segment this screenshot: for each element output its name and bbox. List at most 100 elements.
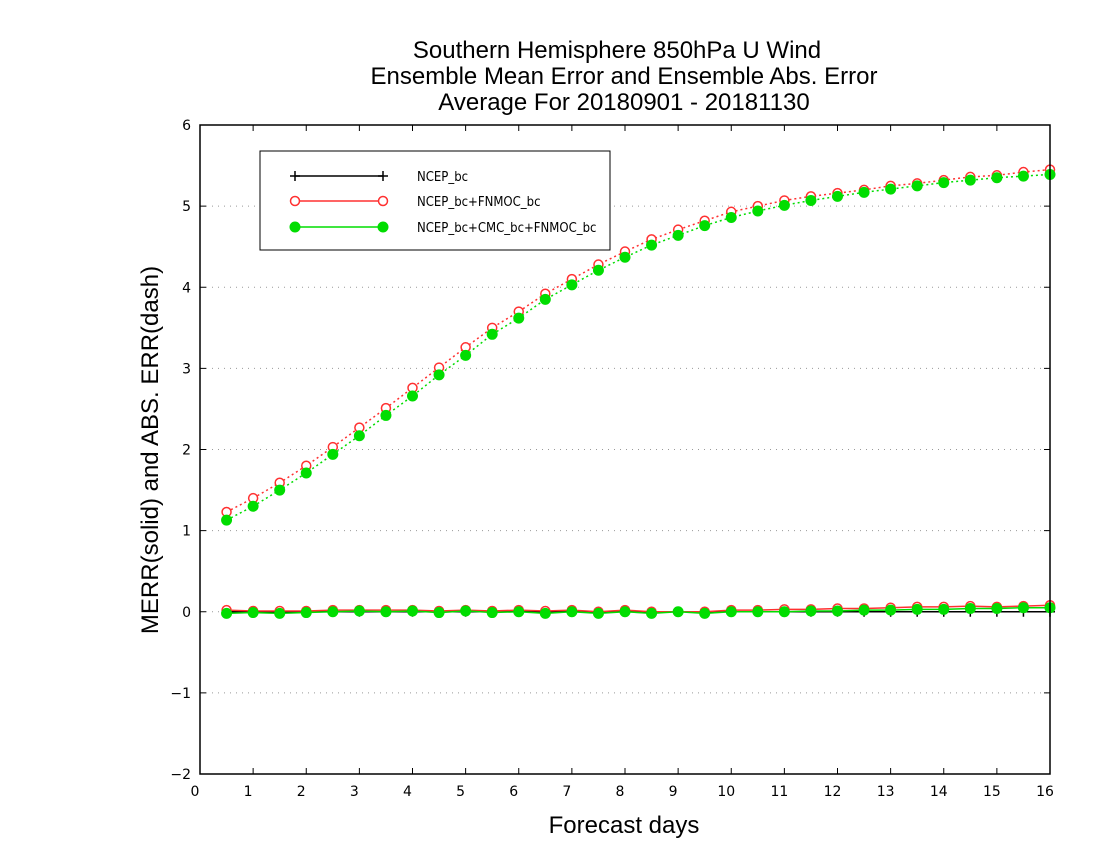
series-merr-point (938, 603, 950, 615)
series-abs-point (619, 251, 631, 263)
series-abs-point (247, 500, 259, 512)
series-merr-point (858, 604, 870, 616)
series-merr-point (592, 607, 604, 619)
series-merr-point (566, 606, 578, 618)
x-tick-label: 4 (403, 784, 412, 800)
legend-entry: NCEP_bc+CMC_bc+FNMOC_bc (289, 221, 596, 236)
series-merr-point (407, 605, 418, 617)
series-abs-point (1017, 170, 1029, 182)
chart-title: Southern Hemisphere 850hPa U Wind Ensemb… (371, 37, 878, 116)
series-abs-point (911, 180, 923, 192)
series-abs-point (938, 177, 950, 189)
series-abs-point (566, 279, 578, 291)
series-merr-point (778, 606, 790, 618)
series-merr-point (964, 603, 976, 615)
y-axis-label: MERR(solid) and ABS. ERR(dash) (137, 266, 164, 634)
series-abs-point (646, 239, 658, 251)
y-tick-label: 2 (182, 443, 191, 459)
series-abs-point (752, 205, 764, 217)
legend-marker (289, 221, 301, 233)
series-abs-point (433, 369, 445, 381)
x-tick-label: 12 (824, 784, 842, 800)
series-merr-point (539, 607, 551, 619)
x-tick-label: 5 (456, 784, 465, 800)
series-abs-point (832, 190, 843, 202)
legend-label: NCEP_bc+FNMOC_bc (417, 195, 541, 210)
legend-label: NCEP_bc (417, 170, 468, 185)
series-abs-point (805, 194, 817, 206)
series-merr-point (274, 607, 286, 619)
series-merr-point (832, 605, 843, 617)
series-merr-point (885, 604, 897, 616)
legend-marker (290, 171, 300, 181)
y-tick-label: 4 (182, 280, 191, 296)
chart-title-line-2: Ensemble Mean Error and Ensemble Abs. Er… (371, 63, 878, 90)
x-tick-label: 1 (244, 784, 253, 800)
series-abs-point (699, 220, 711, 232)
legend-entry: NCEP_bc (290, 170, 468, 185)
series-merr-point (221, 607, 233, 619)
series-abs-point (407, 390, 418, 402)
legend-marker (289, 195, 301, 207)
series-abs-point (778, 199, 790, 211)
series-merr-point (752, 606, 764, 618)
series-merr-point (247, 607, 259, 619)
chart-title-line-1: Southern Hemisphere 850hPa U Wind (413, 37, 821, 64)
series-layer (221, 164, 1056, 619)
series-merr-point (991, 603, 1003, 615)
x-tick-label: 14 (930, 784, 948, 800)
x-tick-label: 10 (717, 784, 735, 800)
series-abs-point (300, 467, 312, 479)
series-merr-point (433, 607, 445, 619)
series-merr-point (1017, 602, 1029, 614)
series-merr-point (300, 607, 312, 619)
x-tick-label: 11 (770, 784, 788, 800)
x-tick-label: 2 (297, 784, 306, 800)
series-merr-point (327, 606, 339, 618)
series-merr-point (646, 607, 658, 619)
chart-title-line-3: Average For 20180901 - 20181130 (438, 89, 809, 116)
y-tick-label: 0 (182, 605, 191, 621)
series-2 (221, 168, 1056, 619)
series-abs-point (885, 183, 897, 195)
x-tick-label: 0 (191, 784, 200, 800)
x-tick-label: 3 (350, 784, 359, 800)
series-merr-point (486, 607, 498, 619)
series-abs-point (380, 409, 392, 421)
series-abs-point (991, 172, 1003, 184)
series-abs-point (274, 484, 286, 496)
series-abs-line (226, 168, 1051, 513)
y-tick-label: 1 (182, 524, 191, 540)
series-merr-point (805, 605, 817, 617)
x-tick-label: 15 (983, 784, 1001, 800)
series-merr-point (911, 603, 923, 615)
series-abs-point (460, 349, 472, 361)
y-tick-label: 5 (182, 199, 191, 215)
x-tick-label: 8 (616, 784, 625, 800)
series-abs-point (592, 264, 604, 276)
plot-frame (199, 124, 1051, 775)
series-abs-point (486, 328, 498, 340)
x-tick-label: 13 (877, 784, 895, 800)
series-merr-point (672, 606, 684, 618)
series-abs-point (858, 186, 870, 198)
series-abs-point (539, 293, 551, 305)
x-tick-label: 6 (509, 784, 518, 800)
series-merr-point (460, 605, 472, 617)
legend-label: NCEP_bc+CMC_bc+FNMOC_bc (417, 221, 596, 236)
legend-marker (377, 195, 389, 207)
series-merr-point (699, 607, 711, 619)
y-tick-label: 6 (182, 118, 191, 134)
x-tick-label: 9 (669, 784, 678, 800)
grid-lines (200, 205, 1050, 694)
series-abs-point (725, 211, 737, 223)
legend-marker (378, 171, 388, 181)
legend: NCEP_bc NCEP_bc+FNMOC_bc NCEP_bc+CMC_bc+FN… (259, 150, 611, 251)
x-tick-label: 7 (562, 784, 571, 800)
y-tick-label: −2 (170, 767, 191, 783)
series-merr-point (725, 606, 737, 618)
x-tick-label: 16 (1036, 784, 1054, 800)
series-merr-point (619, 606, 631, 618)
